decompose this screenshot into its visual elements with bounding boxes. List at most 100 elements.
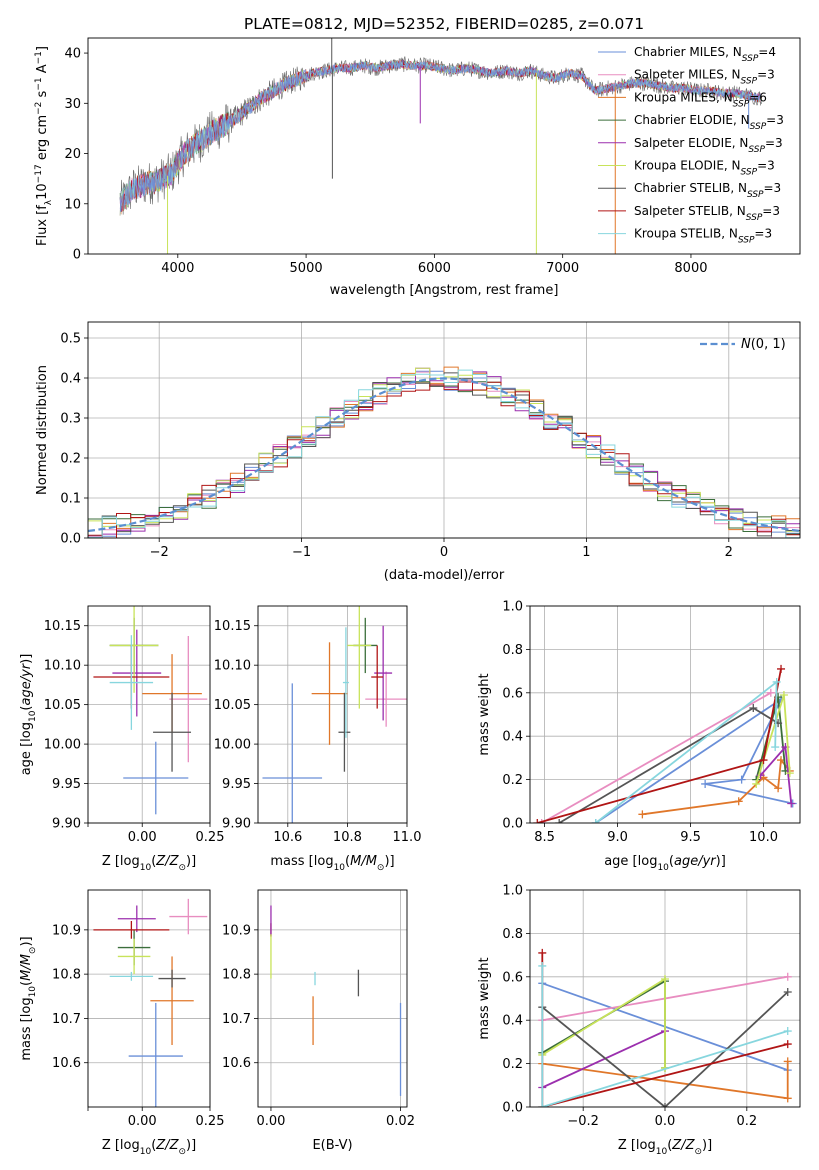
panel-age_vs_Z: 0.00 0.25 9.90 9.95 10.00 10.05 10.10 10.15 Z [l… [19, 605, 224, 873]
weight-line [541, 1030, 666, 1089]
axes-frame [87, 605, 211, 824]
weight-line [541, 966, 788, 1107]
errorbar-chabrier-miles [123, 741, 189, 815]
legend-label: Kroupa ELODIE, NSSP=3 [634, 159, 775, 178]
errorbars [93, 898, 208, 1107]
y-tick-label: 0.4 [60, 372, 81, 387]
y-tick-label: 10.05 [44, 698, 81, 713]
x-axis-label: E(B-V) [312, 1138, 352, 1153]
errorbar-chabrier-miles [262, 683, 323, 823]
legend-label: Chabrier MILES, NSSP=4 [634, 45, 776, 64]
x-tick-label: 7000 [546, 261, 579, 276]
x-tick-label: 10.8 [333, 830, 362, 845]
weight-line [595, 680, 778, 823]
errorbar-kroupa-elodie [109, 606, 159, 693]
axes-frame [87, 321, 801, 539]
x-tick-label: 4000 [161, 261, 194, 276]
x-tick-label: 8000 [674, 261, 707, 276]
weight-marker [591, 819, 600, 823]
weight-series-kroupa-stelib [538, 961, 792, 1107]
x-axis-label: age [log10(age/yr)] [604, 854, 726, 873]
panel-weight_vs_Z: −0.2 0.0 0.2 0.0 0.2 0.4 0.6 0.8 1.0 Z [log10(Z/Z… [477, 884, 801, 1157]
x-tick-label: 8.5 [534, 830, 555, 845]
y-tick-label: 10 [64, 197, 81, 212]
y-tick-label: 20 [64, 147, 81, 162]
errorbar-chabrier-miles [128, 1002, 183, 1107]
y-tick-label: 0.6 [502, 970, 523, 985]
y-tick-label: 0.5 [60, 332, 81, 347]
x-axis-label: (data-model)/error [384, 568, 505, 583]
weight-marker [661, 974, 669, 983]
weight-marker [538, 961, 547, 970]
y-tick-label: 30 [64, 97, 81, 112]
histogram-steps [88, 366, 800, 538]
errorbars [262, 606, 407, 823]
x-axis-label: Z [log10(Z/Z⊙)] [102, 1138, 196, 1157]
weight-marker [533, 819, 542, 823]
legend-label: N(0, 1) [741, 337, 786, 352]
weight-marker [777, 664, 786, 673]
errorbar-kroupa-stelib [342, 627, 349, 738]
x-tick-label: 1 [582, 545, 590, 560]
errorbar-chabrier-stelib [158, 969, 186, 988]
weight-series-salpeter-elodie [538, 1027, 669, 1092]
axes-frame [257, 889, 408, 1108]
x-tick-label: 2 [725, 545, 733, 560]
y-tick-label: 10.10 [44, 659, 81, 674]
x-tick-label: 9.0 [607, 830, 628, 845]
x-axis-label: wavelength [Angstrom, rest frame] [330, 283, 559, 298]
y-tick-label: 10.00 [44, 738, 81, 753]
panel-weight_vs_age: 8.5 9.0 9.5 10.0 0.0 0.2 0.4 0.6 0.8 1.0 age [log1… [477, 600, 801, 873]
errorbar-salpeter-miles [169, 898, 208, 935]
weight-marker [555, 819, 564, 823]
weight-marker [787, 799, 796, 808]
weight-line [541, 692, 772, 823]
x-tick-label: 0 [440, 545, 448, 560]
x-tick-label: 5000 [290, 261, 323, 276]
axes-frame [257, 605, 408, 824]
errorbar-chabrier-stelib [338, 692, 351, 772]
weight-marker [734, 797, 743, 806]
y-tick-label: 9.90 [222, 817, 251, 832]
panel-mass_vs_ebv: 0.00 0.02 10.6 10.7 10.8 10.9 E(B-V) [222, 889, 415, 1153]
x-tick-label: 0.02 [386, 1114, 415, 1129]
weight-marker [737, 775, 746, 784]
weight-line [642, 757, 791, 816]
errorbar-kroupa-elodie [347, 606, 372, 709]
x-tick-label: 10.0 [749, 830, 778, 845]
y-tick-label: 0.2 [502, 1057, 523, 1072]
x-tick-label: 9.5 [680, 830, 701, 845]
x-tick-label: 0.00 [128, 1114, 157, 1129]
legend-label: Salpeter MILES, NSSP=3 [634, 68, 775, 87]
errorbar-salpeter-elodie [117, 905, 156, 933]
histogram-salpeter-stelib [88, 381, 800, 538]
axes-frame [87, 37, 801, 255]
y-tick-label: 10.8 [52, 968, 81, 983]
weight-marker [779, 690, 788, 699]
y-tick-label: 1.0 [502, 884, 523, 899]
weight-marker [783, 1040, 792, 1049]
x-tick-label: −1 [292, 545, 311, 560]
y-tick-label: 0.2 [502, 773, 523, 788]
panel-age_vs_mass: 10.6 10.8 11.0 9.90 9.95 10.00 10.05 10.10 10.15… [214, 605, 421, 873]
axes-frame [87, 889, 211, 1108]
x-tick-label: 6000 [418, 261, 451, 276]
y-axis-label: Normed distribution [35, 365, 50, 495]
y-tick-label: 9.90 [52, 817, 81, 832]
y-tick-label: 0.8 [502, 643, 523, 658]
weight-marker [771, 743, 780, 752]
weight-line [537, 668, 782, 823]
weight-marker [538, 948, 547, 957]
x-axis-label: Z [log10(Z/Z⊙)] [102, 854, 196, 873]
errorbar-kroupa-miles [311, 642, 348, 745]
y-tick-label: 0.2 [60, 452, 81, 467]
weight-marker [785, 769, 794, 778]
y-tick-label: 10.7 [52, 1012, 81, 1027]
weight-marker [538, 1103, 547, 1107]
y-tick-label: 0.1 [60, 492, 81, 507]
y-tick-label: 9.95 [222, 777, 251, 792]
axes-frame [529, 889, 801, 1108]
y-axis-label: mass weight [477, 673, 492, 755]
y-tick-label: 10.9 [222, 923, 251, 938]
y-tick-label: 10.6 [52, 1056, 81, 1071]
